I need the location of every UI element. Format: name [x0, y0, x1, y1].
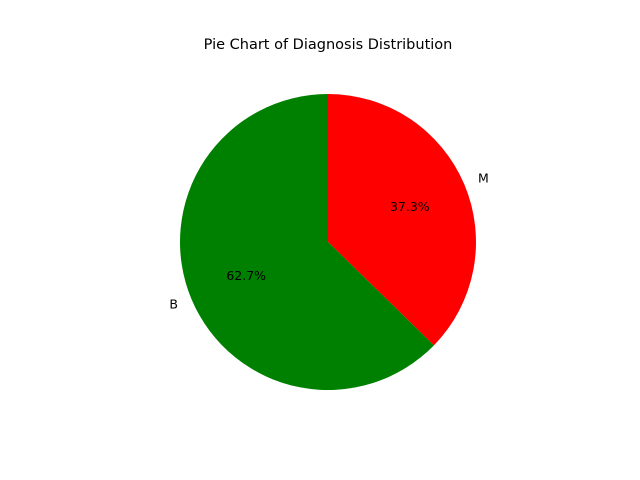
- pie-slices: [179, 94, 476, 391]
- pie-slice-b: [179, 94, 434, 391]
- chart-title: Pie Chart of Diagnosis Distribution: [204, 37, 453, 53]
- slice-label-m: M: [478, 170, 489, 185]
- slice-percent-b: 62.7%: [226, 268, 266, 283]
- slice-percent-m: 37.3%: [390, 199, 430, 214]
- pie-labels: M 37.3% B 62.7%: [169, 170, 488, 311]
- pie-slice-m: [328, 94, 476, 346]
- slice-label-b: B: [169, 297, 178, 312]
